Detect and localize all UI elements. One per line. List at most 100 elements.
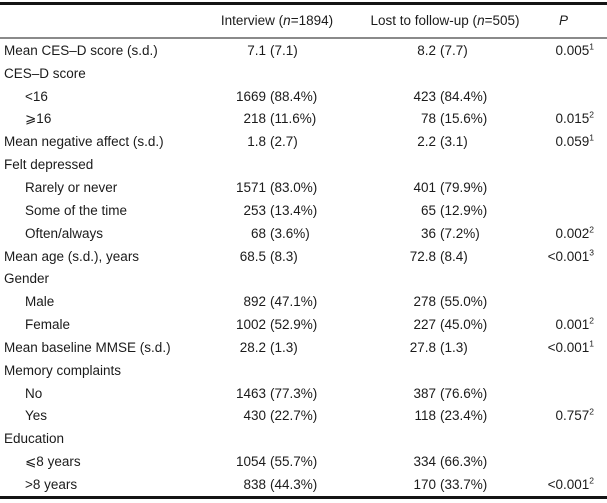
cell-count: 118 bbox=[414, 408, 436, 424]
cell-p-value: <0.0013 bbox=[547, 247, 594, 264]
row-label-sub: Female bbox=[25, 317, 71, 333]
cell-interview: 1669 (88.4%) bbox=[202, 89, 352, 104]
cell-lost: 36 (7.2%) bbox=[352, 226, 538, 241]
cell-count: 838 bbox=[243, 476, 266, 492]
row-label: Mean baseline MMSE (s.d.) bbox=[4, 339, 171, 355]
cell-paren-value: (77.3%) bbox=[270, 385, 318, 401]
cell-paren-value: (84.4%) bbox=[440, 88, 488, 104]
footnote-marker: 1 bbox=[589, 132, 594, 143]
cell-lost: 2.2 (3.1) bbox=[352, 134, 538, 149]
cell-paren-value: (22.7%) bbox=[270, 408, 318, 424]
footnote-marker: 1 bbox=[589, 338, 594, 349]
cell-count: 170 bbox=[413, 476, 436, 492]
cell-paren-value: (55.0%) bbox=[440, 294, 488, 310]
cell-count: 1463 bbox=[235, 385, 266, 401]
cell-lost: 118 (23.4%) bbox=[352, 408, 538, 423]
cell-count: 28.2 bbox=[239, 339, 266, 355]
header-lost-text: Lost to follow-up ( bbox=[370, 13, 478, 28]
row-label: Mean CES–D score (s.d.) bbox=[4, 42, 158, 58]
cell-interview: 68.5 (8.3) bbox=[202, 249, 352, 264]
table-row: Gender bbox=[0, 267, 607, 290]
table-row: Mean CES–D score (s.d.) 7.1 (7.1) 8.2 (7.7) 0… bbox=[0, 39, 607, 62]
footnote-marker: 2 bbox=[589, 224, 594, 235]
cell-paren-value: (7.2%) bbox=[440, 225, 480, 241]
cell-lost: 387 (76.6%) bbox=[352, 386, 538, 401]
table-row: Education bbox=[0, 427, 607, 450]
cell-count: 1571 bbox=[235, 179, 266, 195]
table-row: Mean age (s.d.), years 68.5 (8.3) 72.8 (8.4)… bbox=[0, 245, 607, 268]
table-top-rule bbox=[0, 2, 607, 5]
footnote-marker: 3 bbox=[589, 247, 594, 258]
table-row: Felt depressed bbox=[0, 153, 607, 176]
row-label-sub: Rarely or never bbox=[25, 179, 118, 195]
cell-count: 1669 bbox=[235, 88, 266, 104]
row-label-sub: Some of the time bbox=[25, 202, 128, 218]
header-lost-n: n bbox=[477, 13, 485, 28]
cell-count: 1.8 bbox=[247, 134, 266, 150]
cell-paren-value: (88.4%) bbox=[270, 88, 318, 104]
cell-interview: 1054 (55.7%) bbox=[202, 454, 352, 469]
cell-paren-value: (1.3) bbox=[440, 339, 468, 355]
row-label: Memory complaints bbox=[4, 362, 122, 378]
table-row: <16 1669 (88.4%) 423 (84.4%) bbox=[0, 85, 607, 108]
cell-lost: 334 (66.3%) bbox=[352, 454, 538, 469]
cell-count: 253 bbox=[243, 202, 266, 218]
cell-paren-value: (7.1) bbox=[270, 42, 298, 58]
cell-paren-value: (44.3%) bbox=[270, 476, 318, 492]
table-body: Mean CES–D score (s.d.) 7.1 (7.1) 8.2 (7.7) 0… bbox=[0, 39, 607, 496]
cell-paren-value: (47.1%) bbox=[270, 294, 318, 310]
table-row: No 1463 (77.3%) 387 (76.6%) bbox=[0, 382, 607, 405]
footnote-marker: 2 bbox=[589, 406, 594, 417]
column-header-interview: Interview (n=1894) bbox=[202, 13, 352, 28]
table-header-rule bbox=[0, 37, 607, 39]
cell-interview: 1463 (77.3%) bbox=[202, 386, 352, 401]
cell-p-value: 0.0051 bbox=[555, 41, 594, 58]
cell-interview: 1.8 (2.7) bbox=[202, 134, 352, 149]
cell-paren-value: (8.4) bbox=[440, 248, 468, 264]
cell-count: 387 bbox=[413, 385, 436, 401]
cell-count: 68 bbox=[250, 225, 266, 241]
cell-p-value: <0.0011 bbox=[547, 338, 594, 355]
row-label: Mean age (s.d.), years bbox=[4, 248, 140, 264]
cell-paren-value: (11.6%) bbox=[270, 111, 317, 127]
cell-paren-value: (33.7%) bbox=[440, 476, 488, 492]
table-row: Yes 430 (22.7%) 118 (23.4%) 0.7572 bbox=[0, 405, 607, 428]
table-row: Some of the time 253 (13.4%) 65 (12.9%) bbox=[0, 199, 607, 222]
row-label: CES–D score bbox=[4, 65, 86, 81]
row-label: Felt depressed bbox=[4, 157, 94, 173]
row-label-sub: >8 years bbox=[25, 476, 78, 492]
cell-count: 27.8 bbox=[409, 339, 436, 355]
cell-p-value: 0.0022 bbox=[555, 224, 594, 241]
table-row: CES–D score bbox=[0, 62, 607, 85]
table-row: Often/always 68 (3.6%) 36 (7.2%) 0.0022 bbox=[0, 222, 607, 245]
cell-lost: 8.2 (7.7) bbox=[352, 43, 538, 58]
row-label: Education bbox=[4, 431, 65, 447]
cell-lost: 227 (45.0%) bbox=[352, 317, 538, 332]
cell-interview: 838 (44.3%) bbox=[202, 477, 352, 492]
cell-paren-value: (83.0%) bbox=[270, 179, 318, 195]
cell-paren-value: (12.9%) bbox=[440, 202, 488, 218]
cell-lost: 65 (12.9%) bbox=[352, 203, 538, 218]
cell-lost: 27.8 (1.3) bbox=[352, 340, 538, 355]
header-lost-count: =505) bbox=[484, 13, 520, 28]
cell-paren-value: (55.7%) bbox=[270, 454, 318, 470]
cell-interview: 7.1 (7.1) bbox=[202, 43, 352, 58]
cell-paren-value: (13.4%) bbox=[270, 202, 318, 218]
cell-p-value: 0.0012 bbox=[555, 315, 594, 333]
cell-interview: 68 (3.6%) bbox=[202, 226, 352, 241]
cell-count: 278 bbox=[413, 294, 436, 310]
footnote-marker: 2 bbox=[589, 475, 594, 486]
footnote-marker: 2 bbox=[589, 109, 594, 120]
cell-paren-value: (3.1) bbox=[440, 134, 468, 150]
cell-count: 2.2 bbox=[417, 134, 436, 150]
row-label-sub: ⩽8 years bbox=[25, 453, 81, 469]
footnote-marker: 1 bbox=[589, 41, 594, 52]
row-label-sub: Yes bbox=[25, 408, 48, 424]
header-interview-text: Interview ( bbox=[220, 13, 284, 28]
table-bottom-rule bbox=[0, 496, 607, 499]
header-interview-count: =1894) bbox=[290, 13, 334, 28]
table-row: Rarely or never 1571 (83.0%) 401 (79.9%) bbox=[0, 176, 607, 199]
row-label-sub: Male bbox=[25, 294, 55, 310]
cell-count: 65 bbox=[420, 202, 436, 218]
